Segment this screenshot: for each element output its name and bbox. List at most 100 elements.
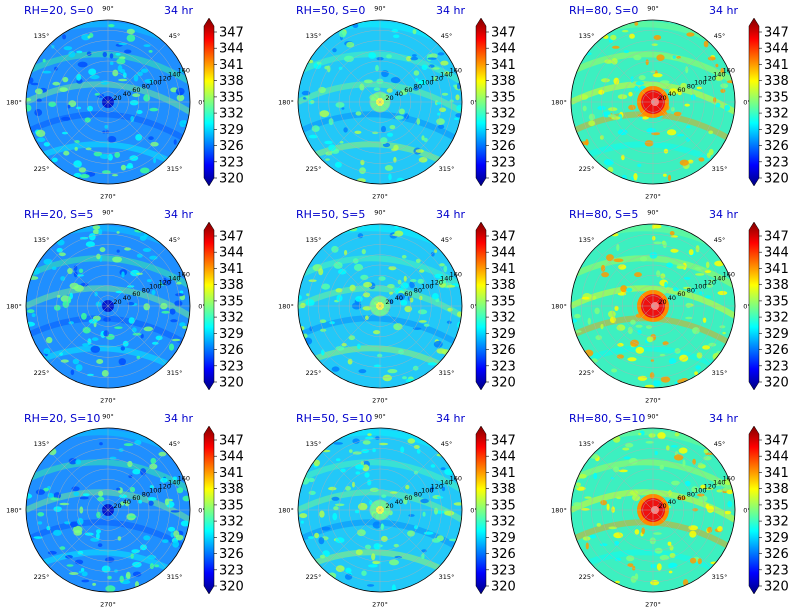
convective-cell [326,65,331,73]
angular-tick-label: 180° [278,99,294,107]
convective-cell [672,92,677,96]
convective-cell [656,54,665,61]
radial-tick-label: 40 [123,90,131,98]
colorbar-tick-label: 332 [219,107,244,122]
convective-cell [405,484,410,490]
convective-cell [68,321,74,325]
polar-frame [570,427,736,593]
colorbar-tick-label: 344 [491,246,516,261]
convective-cell [149,485,155,489]
radial-tick-label: 20 [113,298,121,306]
convective-cell [99,442,103,446]
convective-cell [423,137,428,143]
angular-tick-label: 45° [169,440,181,448]
convective-cell [386,54,392,59]
angular-gridline [49,43,109,103]
convective-cell [410,56,419,61]
convective-cell [80,567,85,572]
convective-cell [697,558,702,565]
convective-cell [118,358,127,366]
radial-tick-label: 120 [431,279,443,287]
convective-cell [664,281,668,288]
convective-cell [666,445,670,451]
convective-cell [75,364,83,372]
colorbar-tick-label: 323 [491,563,516,578]
convective-cell [152,341,159,345]
convective-cell [180,520,190,527]
colorbar-tick-label: 347 [491,26,516,41]
convective-cell [635,346,645,354]
convective-cell [70,369,75,376]
convective-cell [394,115,404,120]
convective-cell [305,95,310,99]
convective-cell [437,52,445,56]
convective-cell [319,554,326,559]
colorbar-tick-label: 347 [491,230,516,245]
convective-cell [82,326,91,334]
convective-cell [133,74,139,82]
convective-cell [318,268,324,276]
convective-cell [613,77,620,85]
convective-cell [344,573,353,580]
convective-cell [430,486,435,493]
convective-cell [170,510,180,513]
convective-cell [331,496,340,501]
convective-cell [373,87,381,91]
radial-tick-label: 40 [395,90,403,98]
convective-cell [653,241,663,245]
convective-cell [606,503,610,511]
convective-cell [702,345,711,350]
angular-tick-label: 315° [439,369,455,377]
convective-cell [674,454,684,461]
convective-cell [587,317,591,325]
convective-cell [703,40,709,48]
panel-time-label: 34 hr [709,208,738,221]
colorbar-tick-label: 335 [491,498,516,513]
radial-tick-label: 140 [168,479,180,487]
convective-cell [705,295,711,299]
convective-cell [367,433,372,436]
angular-tick-label: 315° [167,573,183,581]
convective-cell [607,114,616,118]
colorbar-tick-label: 326 [219,139,244,154]
angular-tick-label: 315° [712,165,728,173]
convective-cell [686,32,695,37]
convective-cell [398,108,405,115]
panel-5: RH=50, S=5 34 hr 0° 45° 90° 135° 180° 225° 270° 3… [278,208,516,405]
convective-cell [596,523,601,527]
radial-tick-label: 140 [713,275,725,283]
convective-cell [436,118,445,125]
angular-tick-label: 0° [743,507,750,515]
convective-cell [649,252,658,259]
convective-cell [670,235,678,238]
radial-tick-label: 20 [658,502,666,510]
convective-cell [448,538,458,542]
convective-cell [119,575,124,583]
convective-cell [34,109,43,116]
angular-tick-label: 225° [579,165,595,173]
panel-6: RH=80, S=5 34 hr 0° 45° 90° 135° 180° 225° 270° 3… [551,208,789,405]
convective-cell [101,565,111,573]
convective-cell [597,105,606,111]
convective-cell [136,253,143,258]
radial-tick-label: 60 [132,290,140,298]
convective-cell [712,353,720,361]
radial-tick-label: 40 [668,90,676,98]
panel-time-label: 34 hr [164,412,193,425]
panel-time-label: 34 hr [436,208,465,221]
angular-tick-label: 90° [647,413,659,421]
convective-cell [26,97,32,102]
convective-cell [183,120,187,125]
colorbar-bar [203,17,215,187]
convective-cell [698,462,703,466]
colorbar-tick-label: 323 [764,155,789,170]
convective-cell [92,582,96,586]
colorbar-tick-label: 335 [219,498,244,513]
angular-gridline [594,247,654,307]
convective-cell [43,142,51,147]
convective-cell [151,289,156,296]
convective-cell [684,103,690,107]
convective-cell [115,52,121,56]
